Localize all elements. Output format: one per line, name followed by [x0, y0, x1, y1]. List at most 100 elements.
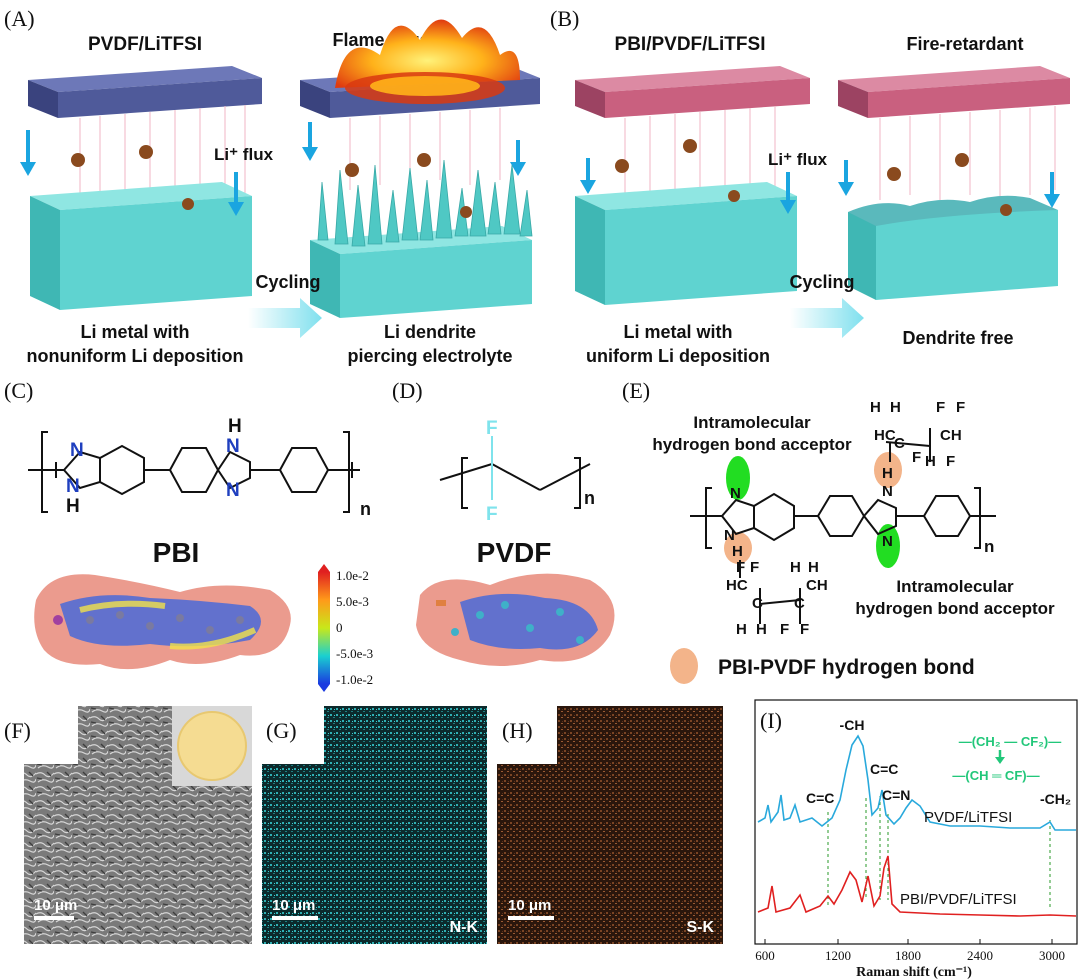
li-ion: [955, 153, 969, 167]
panel-b-title-right: Fire-retardant: [906, 34, 1023, 54]
membrane-disc: [177, 711, 247, 781]
pbi-plate-right: [838, 66, 1070, 118]
x-tick-label: 600: [755, 948, 775, 963]
arrow-down-icon: [780, 172, 796, 214]
hydrogen-atom: H: [66, 496, 80, 517]
colorbar-tick: 1.0e-2: [336, 568, 369, 583]
panel-e: (E) Intramolecular hydrogen bond accepto…: [622, 378, 1055, 684]
scale-label: 10 μm: [272, 897, 315, 914]
pvdf-plate-burning: [300, 19, 540, 118]
scheme-bottom: —(CH ═ CF)—: [952, 768, 1039, 783]
flame-icon: [335, 19, 520, 88]
arrow-down-icon: [580, 158, 596, 194]
nitrogen-atom: N: [226, 480, 240, 501]
li-ion: [887, 167, 901, 181]
cycling-label-b: Cycling: [789, 272, 854, 292]
panel-f: (F) 10 μm: [0, 706, 252, 944]
scale-bar: [34, 916, 74, 920]
panel-c: (C) N N H H N N n PBI: [4, 378, 373, 692]
li-ion: [1000, 204, 1012, 216]
fluorine-atom: F: [736, 559, 745, 576]
raman-series-pbi-pvdf: [757, 855, 1077, 917]
colorbar-tick: 5.0e-3: [336, 594, 369, 609]
scale-bar: [272, 916, 318, 920]
li-metal-block-left: [30, 182, 252, 310]
x-tick-label: 1800: [895, 948, 921, 963]
colorbar-tick: -1.0e-2: [336, 672, 373, 687]
pvdf-esp-surface: [416, 573, 615, 666]
series-label-bottom: PBI/PVDF/LiTFSI: [900, 891, 1017, 908]
acceptor-bottom-1: Intramolecular: [896, 577, 1014, 596]
panel-g: (G) 10 μm N-K: [262, 706, 487, 944]
cycling-arrow-icon: [248, 298, 322, 338]
label-backdrop: [497, 706, 557, 764]
panel-d: (D) F F n PVDF: [392, 378, 615, 666]
hydrogen-atom: F: [912, 449, 921, 466]
carbon-atom: HC: [874, 427, 896, 444]
peak-label: C=C: [870, 761, 898, 777]
hbond-acceptor-marker: [876, 524, 900, 568]
panel-a-label: (A): [4, 6, 35, 31]
scale-label: 10 μm: [34, 897, 77, 914]
pbi-structure: [28, 431, 360, 513]
fluorine-atom: F: [946, 453, 955, 470]
panel-i: (I) -CH C=C C=C C=N -CH₂ —(CH₂ — CF₂)— —…: [754, 699, 1078, 980]
element-label: S-K: [686, 919, 714, 936]
colorbar-tick: 0: [336, 620, 343, 635]
panel-a-title-left: PVDF/LiTFSI: [88, 34, 202, 55]
cycling-label-a: Cycling: [255, 272, 320, 292]
panel-f-label: (F): [4, 718, 31, 743]
panel-g-label: (G): [266, 718, 297, 743]
label-backdrop: [0, 706, 78, 764]
li-ion: [345, 163, 359, 177]
panel-b: (B) PBI/PVDF/LiTFSI Fire-retardant Li⁺: [550, 6, 1070, 366]
fluorine-atom: F: [780, 621, 789, 638]
legend-swatch: [670, 648, 698, 684]
nitrogen-atom: N: [730, 485, 741, 502]
arrow-down-icon: [20, 130, 36, 176]
carbon-atom: C: [794, 595, 805, 612]
caption-a-right-2: piercing electrolyte: [347, 346, 512, 366]
hydrogen-atom: H: [756, 621, 767, 638]
hydrogen-atom: H: [790, 559, 801, 576]
li-ion: [683, 139, 697, 153]
pbi-pvdf-complex: [690, 428, 996, 624]
complex-subscript: n: [984, 537, 994, 556]
panel-i-label: (I): [760, 708, 782, 733]
element-label: N-K: [450, 919, 479, 936]
hydrogen-atom: H: [925, 453, 936, 470]
pbi-plate-left: [575, 66, 810, 118]
carbon-atom: C: [752, 595, 763, 612]
hbond-legend-label: PBI-PVDF hydrogen bond: [718, 656, 975, 679]
peak-label: -CH₂: [1040, 791, 1071, 807]
scheme-top: —(CH₂ — CF₂)—: [959, 734, 1062, 749]
carbon-atom: HC: [726, 577, 748, 594]
panel-b-label: (B): [550, 6, 579, 31]
colorbar: [318, 564, 330, 692]
li-ion: [182, 198, 194, 210]
panel-b-title-left: PBI/PVDF/LiTFSI: [615, 34, 766, 55]
x-tick-label: 2400: [967, 948, 993, 963]
arrow-down-icon: [228, 172, 244, 216]
arrow-down-icon: [995, 750, 1005, 764]
arrow-down-icon: [510, 140, 526, 176]
hydrogen-atom: H: [808, 559, 819, 576]
caption-a-right-1: Li dendrite: [384, 322, 476, 342]
li-ion: [460, 206, 472, 218]
panel-h-label: (H): [502, 718, 533, 743]
panel-e-label: (E): [622, 378, 650, 403]
li-metal-block-b-left: [575, 182, 797, 305]
peak-label: -CH: [840, 717, 865, 733]
fluorine-atom: F: [486, 504, 498, 525]
dendrite-block: [310, 159, 533, 318]
x-axis-label: Raman shift (cm⁻¹): [856, 965, 972, 980]
panel-a: (A) PVDF/LiTFSI Flame hazard: [4, 6, 540, 366]
hydrogen-atom: H: [870, 399, 881, 416]
arrow-down-icon: [838, 160, 854, 196]
pvdf-plate-left: [28, 66, 262, 118]
panel-d-label: (D): [392, 378, 423, 403]
li-ion: [417, 153, 431, 167]
caption-a-left-1: Li metal with: [80, 322, 189, 342]
nitrogen-atom: N: [66, 476, 80, 497]
